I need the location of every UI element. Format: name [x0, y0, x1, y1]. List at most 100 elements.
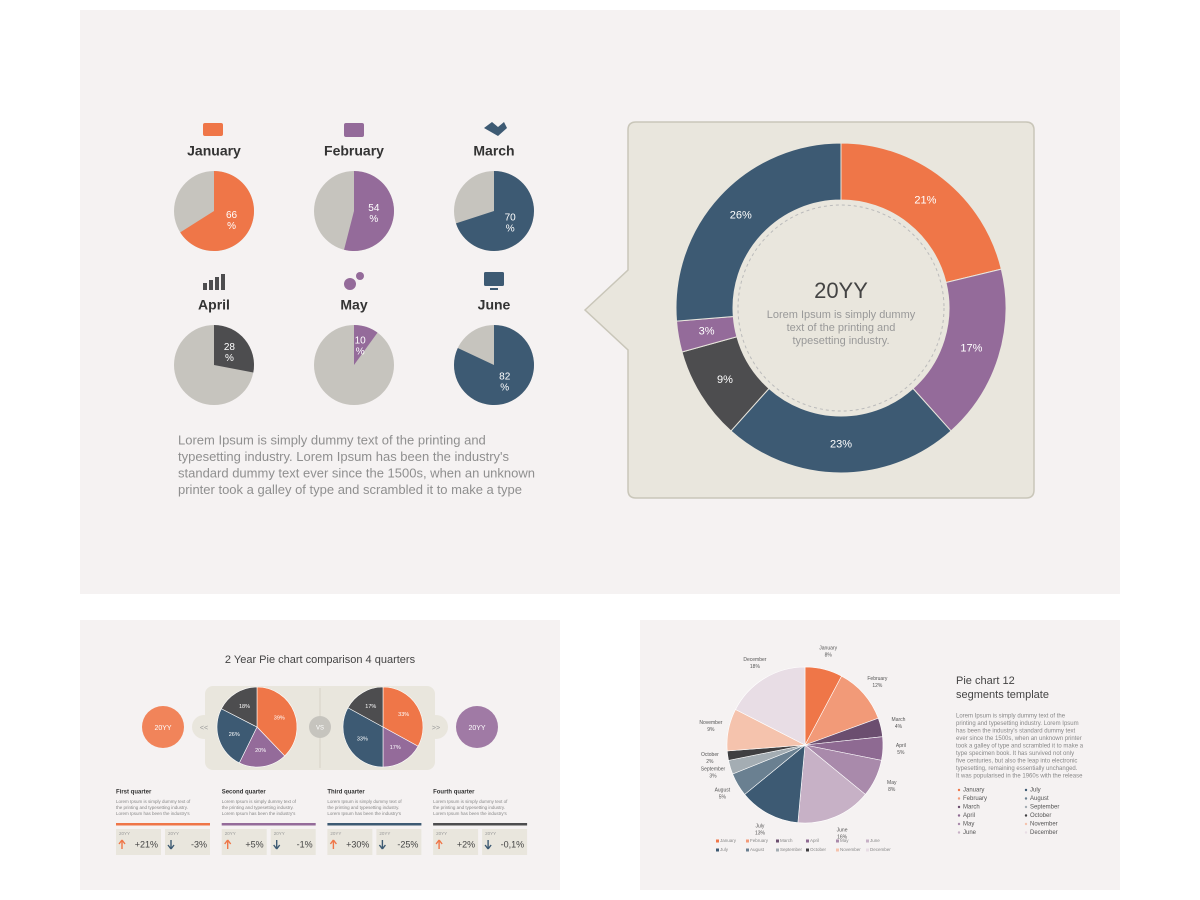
legend-entry: November	[840, 847, 861, 852]
arrow-up	[329, 839, 337, 849]
pie-title: June	[478, 297, 511, 313]
kpi-box	[165, 829, 210, 855]
pie-slice	[382, 686, 424, 747]
slice-category: October	[701, 752, 719, 758]
slice-label: 5%	[897, 750, 905, 756]
year-badge-left-label: 20YY	[154, 725, 171, 732]
quarter-bar	[116, 823, 210, 826]
main-paragraph: typesetting industry. Lorem Ipsum has be…	[178, 449, 510, 464]
month-list-item: September	[1030, 805, 1059, 811]
arrow-up	[224, 839, 232, 849]
donut-center-text: typesetting industry.	[792, 335, 889, 347]
donut-center-text: Lorem Ipsum is simply dummy	[767, 309, 916, 321]
pie-slice	[744, 744, 806, 824]
slice-category: December	[743, 657, 766, 663]
twelve-paragraph: ever since the 1500s, when an unknown pr…	[956, 736, 1082, 742]
year-badge-right-label: 20YY	[468, 725, 485, 732]
legend-entry: May	[840, 838, 849, 843]
list-bullet	[957, 805, 961, 809]
kpi-value: +21%	[135, 839, 158, 849]
kpi-label: 20YY	[485, 831, 496, 836]
month-list-item: January	[963, 788, 984, 794]
kpi-label: 20YY	[330, 831, 341, 836]
arrow-up	[118, 839, 126, 849]
next-button	[424, 715, 448, 739]
slice-category: January	[819, 646, 837, 652]
twelve-paragraph: type specimen book. It has survived not …	[956, 751, 1074, 757]
month-list-item: July	[1030, 788, 1041, 794]
slice-label: 18%	[239, 704, 250, 710]
donut-segment	[675, 142, 842, 322]
pie-slice	[238, 726, 286, 768]
pie-slice	[382, 726, 419, 768]
pie-slice	[455, 171, 534, 251]
quarter-text: Lorem Ipsum is simply dummy text of	[327, 799, 402, 804]
kpi-label: 20YY	[119, 831, 130, 836]
arrow-down	[273, 840, 281, 850]
legend-entry: April	[810, 838, 819, 843]
kpi-value: -25%	[397, 839, 418, 849]
legend-swatch	[746, 839, 749, 843]
vs-badge	[309, 716, 331, 738]
legend-entry: January	[720, 838, 737, 843]
twelve-paragraph: printing and typesetting industry. Lorem…	[956, 721, 1079, 727]
pie-title: April	[198, 297, 230, 313]
slice-label: 16%	[837, 834, 848, 840]
pie-slice	[354, 325, 378, 365]
legend-swatch	[866, 839, 869, 843]
slice-category: May	[887, 780, 897, 786]
quarter-text: the printing and typesetting industry.	[116, 805, 188, 810]
legend-entry: August	[750, 847, 765, 852]
segment-label: 21%	[914, 195, 936, 207]
icons	[203, 122, 507, 290]
icon-gear-small	[356, 272, 364, 280]
list-bullet	[1024, 831, 1028, 834]
quarter-bar	[221, 823, 316, 826]
slice-label: 9%	[707, 727, 715, 733]
donut-center-title: 20YY	[814, 278, 868, 303]
kpi-value: +30%	[346, 839, 369, 849]
segment-label: 26%	[730, 209, 752, 221]
month-list-item: June	[963, 830, 977, 836]
donut-center-text: text of the printing and	[787, 322, 896, 334]
list-bullet	[957, 822, 961, 826]
icon-monitor	[484, 272, 504, 286]
twelve-paragraph: took a galley of type and scrambled it t…	[956, 744, 1084, 750]
legend-entry: February	[750, 838, 769, 843]
legend-swatch	[806, 848, 809, 852]
slice-category: February	[867, 676, 888, 682]
arrow-up	[435, 839, 443, 849]
icon-money	[203, 123, 223, 136]
arrow-down	[484, 840, 492, 850]
pie-slice	[344, 171, 394, 251]
prev-button	[192, 715, 216, 739]
slice-category: July	[756, 824, 765, 830]
slice-label: 28%	[224, 341, 236, 363]
icon-briefcase	[344, 123, 364, 137]
kpi-value: +2%	[457, 839, 475, 849]
main-paragraph: printer took a galley of type and scramb…	[178, 482, 522, 497]
slice-label: 39%	[274, 716, 285, 722]
month-list-item: March	[963, 805, 980, 811]
slice-label: 5%	[719, 795, 727, 801]
slice-category: April	[896, 743, 906, 749]
legend-entry: March	[780, 838, 793, 843]
legend-entry: July	[720, 847, 729, 852]
list-bullet	[1024, 805, 1028, 809]
month-list-item: February	[963, 796, 987, 802]
list-bullet	[1024, 822, 1028, 826]
legend-swatch	[836, 848, 839, 852]
slice-label: 66%	[226, 210, 238, 232]
list-bullet	[957, 788, 961, 792]
pie-slice	[735, 666, 806, 746]
kpi-value: -3%	[191, 839, 207, 849]
list-bullet	[957, 797, 961, 800]
kpi-label: 20YY	[379, 831, 390, 836]
kpi-label: 20YY	[225, 831, 236, 836]
slice-label: 26%	[229, 732, 240, 738]
segment-label: 23%	[830, 438, 852, 450]
quarter-title: First quarter	[116, 790, 152, 796]
slice-label: 13%	[755, 831, 766, 837]
month-list-item: May	[963, 822, 974, 828]
